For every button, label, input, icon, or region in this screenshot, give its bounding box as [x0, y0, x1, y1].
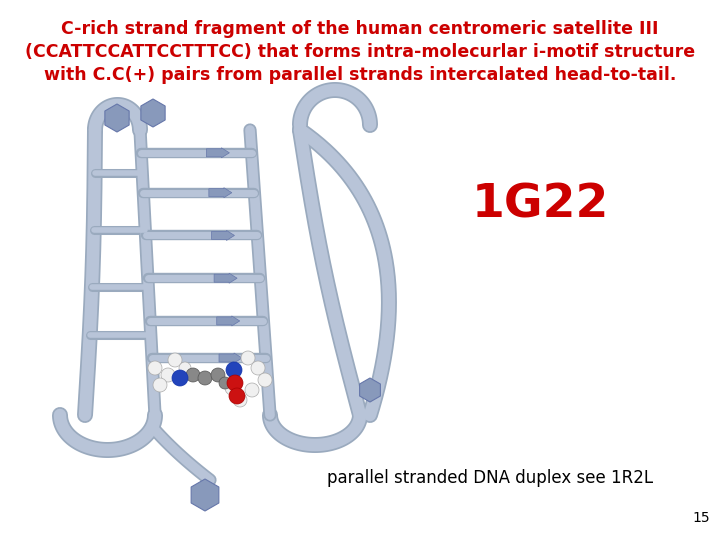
Circle shape: [198, 371, 212, 385]
Circle shape: [225, 381, 239, 395]
Circle shape: [241, 351, 255, 365]
Circle shape: [148, 361, 162, 375]
Circle shape: [258, 373, 272, 387]
FancyArrow shape: [217, 316, 240, 326]
Circle shape: [229, 388, 245, 404]
Text: 15: 15: [693, 511, 710, 525]
FancyArrow shape: [212, 231, 235, 240]
Circle shape: [226, 362, 242, 378]
Text: C-rich strand fragment of the human centromeric satellite III
(CCATTCCATTCCTTTCC: C-rich strand fragment of the human cent…: [25, 20, 695, 84]
Text: 1G22: 1G22: [472, 183, 608, 227]
Circle shape: [211, 368, 225, 382]
Circle shape: [227, 375, 243, 391]
FancyArrow shape: [209, 188, 232, 198]
Text: parallel stranded DNA duplex see 1R2L: parallel stranded DNA duplex see 1R2L: [327, 469, 653, 487]
Circle shape: [172, 370, 188, 386]
Circle shape: [233, 393, 247, 407]
Circle shape: [219, 377, 231, 389]
FancyArrow shape: [219, 353, 242, 363]
Circle shape: [251, 361, 265, 375]
FancyArrow shape: [207, 148, 230, 158]
Circle shape: [161, 368, 175, 382]
Circle shape: [153, 378, 167, 392]
Circle shape: [245, 383, 259, 397]
Circle shape: [186, 368, 200, 382]
Circle shape: [168, 353, 182, 367]
Circle shape: [179, 362, 191, 374]
FancyArrow shape: [214, 273, 237, 283]
